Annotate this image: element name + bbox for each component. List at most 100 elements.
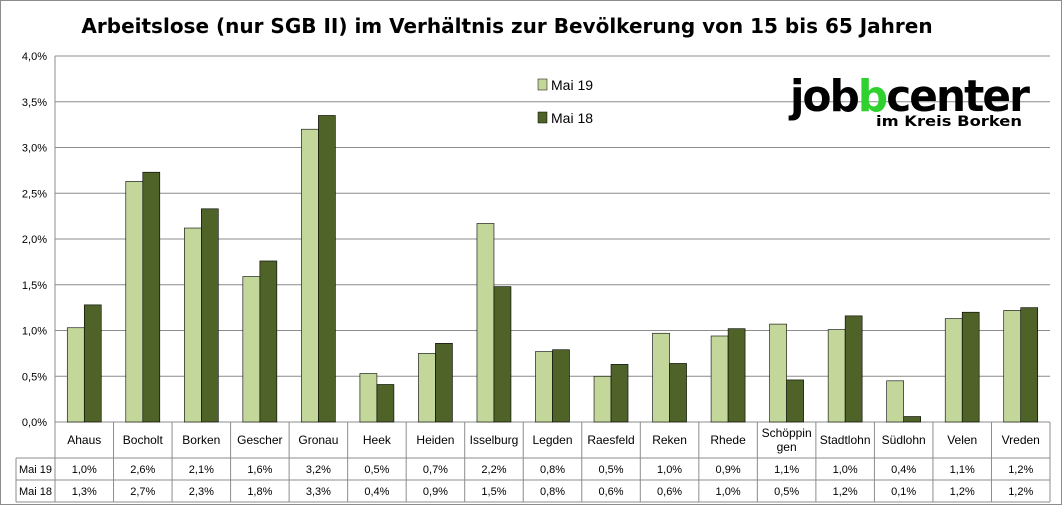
table-cell: 1,5% [481,486,506,498]
category-label: Gronau [298,433,338,447]
table-cell: 0,8% [540,486,565,498]
category-label: Velen [947,433,977,447]
table-cell: 2,6% [130,464,155,476]
bar [652,332,670,423]
table-cell: 1,2% [1008,464,1033,476]
bar [259,260,278,423]
table-cell: 2,2% [481,464,506,476]
table-cell: 0,9% [423,486,448,498]
bar [610,364,629,423]
legend-swatch-mai-19 [537,78,548,91]
bar [669,363,687,423]
jobcenter-logo: jobbcenter im Kreis Borken [788,71,1032,130]
bar [142,171,161,423]
bar [359,373,378,423]
table-cell: 0,5% [364,464,389,476]
category-label: Rhede [710,433,746,447]
category-label: Raesfeld [587,433,634,447]
table-cell: 2,3% [189,486,214,498]
table-cell: 1,1% [950,464,975,476]
y-tick-label: 2,5% [22,188,47,200]
legend: Mai 19 Mai 18 [537,77,593,126]
table-cell: 1,3% [72,486,97,498]
bar [83,304,102,423]
bar [903,416,921,423]
table-cell: 1,0% [833,464,858,476]
table-row-label: Mai 19 [19,464,52,476]
bar [301,128,319,423]
table-cell: 0,5% [774,486,799,498]
table-cell: 1,2% [1008,486,1033,498]
y-tick-label: 0,0% [22,417,47,429]
bars [66,115,1039,423]
bar [435,343,453,423]
bar [593,375,612,423]
bar [944,318,963,423]
category-label: Südlohn [882,433,926,447]
category-label: Legden [532,433,572,447]
bar [552,349,570,423]
bar [476,223,495,423]
category-label: Ahaus [67,433,101,447]
y-tick-label: 4,0% [22,51,47,63]
category-label: Reken [652,433,687,447]
table-cell: 0,7% [423,464,448,476]
category-label: Heiden [416,433,454,447]
table-cell: 0,4% [891,464,916,476]
chart-title: Arbeitslose (nur SGB II) im Verhältnis z… [81,14,932,38]
table-cell: 1,2% [950,486,975,498]
bar [535,351,553,423]
y-tick-label: 0,5% [22,371,47,383]
logo-wordmark: jobbcenter [788,71,1030,122]
bar [184,227,202,423]
bar [786,379,804,423]
legend-label-mai-18: Mai 18 [551,110,593,126]
gridlines [54,55,1050,423]
logo-subtitle: im Kreis Borken [876,114,1022,130]
legend-swatch-mai-18 [537,111,548,124]
y-axis-ticks: 0,0% 0,5% 1,0% 1,5% 2,0% 2,5% 3,0% 3,5% 4,0% [22,51,47,429]
y-tick-label: 3,0% [22,143,47,155]
table-cell: 2,1% [189,464,214,476]
table-cell: 2,7% [130,486,155,498]
table-cell: 0,5% [598,464,623,476]
table-cell: 3,2% [306,464,331,476]
bar [1020,307,1039,423]
y-tick-label: 1,0% [22,326,47,338]
table-cell: 1,1% [774,464,799,476]
table-cell: 0,4% [364,486,389,498]
bar [318,115,336,423]
category-label: Gescher [237,433,282,447]
legend-label-mai-19: Mai 19 [551,77,593,93]
bar [844,315,863,423]
category-label: gen [777,440,797,454]
bar [769,323,787,423]
category-label: Heek [363,433,392,447]
table-cell: 0,6% [657,486,682,498]
category-label: Borken [182,433,220,447]
bar [242,276,261,423]
table-cell: 1,6% [247,464,272,476]
bar [493,286,512,423]
table-row-label: Mai 18 [19,486,52,498]
table-cell: 1,0% [72,464,97,476]
bar [418,353,436,423]
table-cell: 0,9% [716,464,741,476]
table-cell: 1,2% [833,486,858,498]
y-tick-label: 1,5% [22,280,47,292]
table-cell: 0,8% [540,464,565,476]
category-label: Bocholt [123,433,164,447]
bar [201,208,219,423]
category-label: Vreden [1002,433,1040,447]
y-tick-label: 2,0% [22,234,47,246]
category-label: Schöppin [762,426,812,440]
bar [827,329,846,423]
bar [125,181,144,423]
table-cell: 1,8% [247,486,272,498]
bar [66,327,85,423]
y-tick-label: 3,5% [22,97,47,109]
data-table: Ahaus Bocholt Borken Gescher Gronau Heek Heide… [15,422,1051,503]
bar [727,328,746,423]
